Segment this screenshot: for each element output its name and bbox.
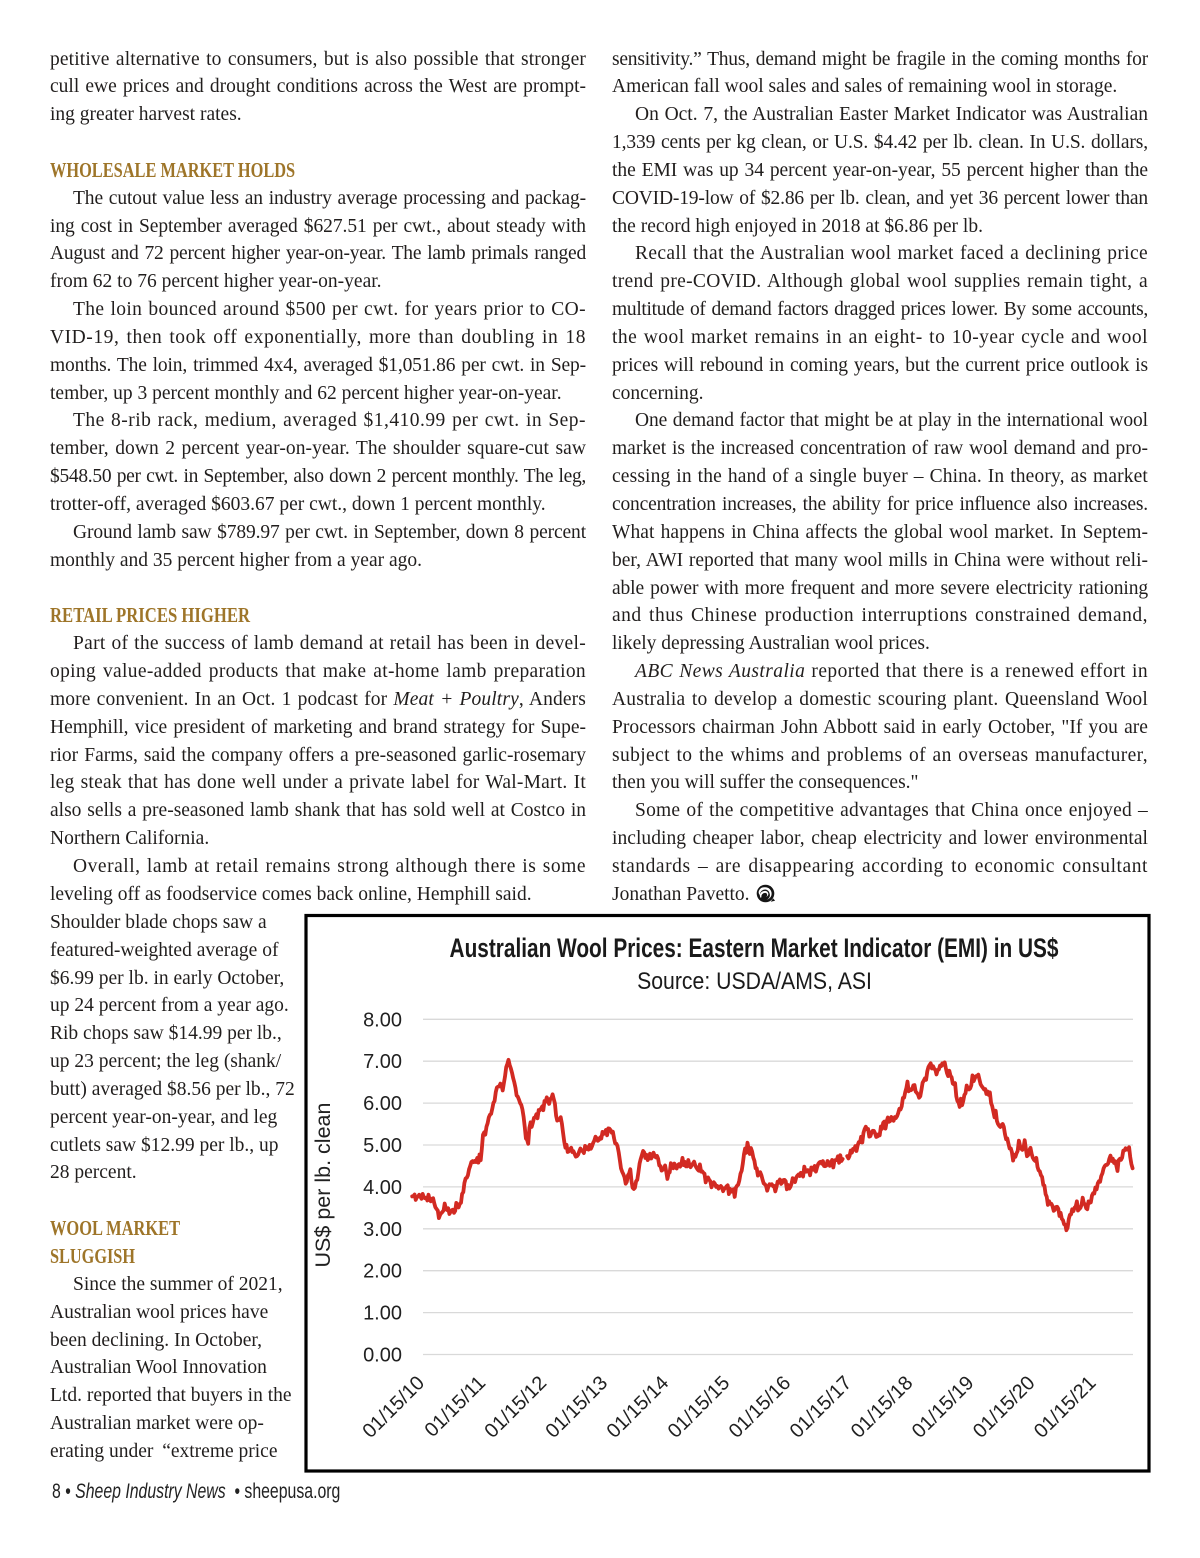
svg-text:5.00: 5.00: [363, 1135, 402, 1157]
svg-text:6.00: 6.00: [363, 1093, 402, 1115]
svg-text:Australian Wool Prices: Easter: Australian Wool Prices: Eastern Market I…: [450, 933, 1059, 963]
svg-text:7.00: 7.00: [363, 1051, 402, 1073]
svg-text:1.00: 1.00: [363, 1303, 402, 1325]
svg-text:US$ per lb. clean: US$ per lb. clean: [311, 1103, 335, 1268]
svg-text:2.00: 2.00: [363, 1261, 402, 1283]
svg-text:Source: USDA/AMS, ASI: Source: USDA/AMS, ASI: [637, 967, 872, 995]
svg-text:4.00: 4.00: [363, 1177, 402, 1199]
svg-text:0.00: 0.00: [363, 1345, 402, 1367]
svg-text:8.00: 8.00: [363, 1009, 402, 1031]
svg-text:3.00: 3.00: [363, 1219, 402, 1241]
